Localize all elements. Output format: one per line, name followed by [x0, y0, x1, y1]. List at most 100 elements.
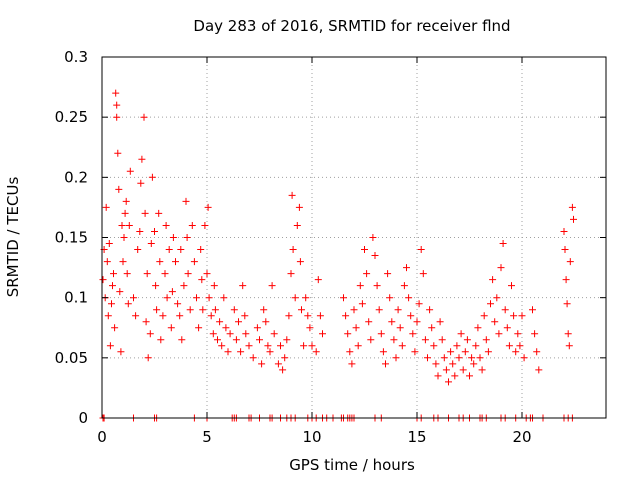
data-point [440, 354, 448, 362]
data-point [415, 300, 423, 308]
data-point [377, 330, 385, 338]
x-tick-label: 5 [202, 428, 212, 446]
data-point [140, 113, 148, 121]
data-point [182, 197, 190, 205]
data-point [421, 336, 429, 344]
data-point [352, 324, 360, 332]
data-point [270, 330, 278, 338]
data-point [474, 324, 482, 332]
data-point [354, 342, 362, 350]
data-point [312, 348, 320, 356]
data-point [103, 258, 111, 266]
data-point [274, 360, 282, 368]
data-point [195, 324, 203, 332]
data-point [319, 330, 326, 338]
data-point [384, 270, 392, 278]
data-point [205, 294, 213, 302]
data-point [514, 330, 522, 338]
data-point [108, 300, 115, 308]
data-point [405, 294, 413, 302]
data-point [348, 360, 356, 368]
data-point [122, 197, 130, 205]
data-point [455, 354, 463, 362]
data-point [209, 330, 217, 338]
data-point [453, 342, 461, 350]
data-point [157, 336, 165, 344]
data-point [198, 276, 206, 284]
data-point [114, 149, 122, 157]
data-point [561, 246, 569, 253]
data-point [104, 312, 112, 320]
data-point [99, 276, 107, 284]
data-point [472, 342, 480, 350]
data-point [249, 354, 257, 362]
data-point [316, 312, 324, 320]
data-point [394, 306, 402, 314]
data-point [491, 318, 499, 326]
data-point [289, 246, 297, 253]
data-point [314, 276, 322, 284]
data-point [535, 366, 543, 374]
data-point [426, 306, 434, 314]
data-point [193, 294, 200, 302]
data-point [256, 336, 263, 344]
data-point [262, 318, 270, 326]
data-point [565, 342, 573, 350]
data-point [148, 173, 156, 181]
data-point [516, 342, 524, 350]
data-point [279, 366, 287, 374]
data-point [161, 270, 169, 278]
data-point [457, 330, 465, 338]
data-point [147, 240, 155, 247]
data-point [235, 318, 242, 326]
data-point [487, 300, 494, 308]
data-point [566, 258, 574, 266]
data-point [451, 372, 459, 380]
data-point [138, 155, 146, 163]
data-point [531, 330, 539, 338]
data-point [153, 306, 161, 314]
data-point [501, 306, 509, 314]
data-point [172, 258, 179, 266]
data-point [165, 246, 173, 253]
data-point [123, 270, 131, 278]
data-point [174, 300, 182, 308]
data-point [434, 372, 442, 380]
data-point [113, 101, 121, 109]
x-tick-label: 10 [302, 428, 321, 446]
data-point [156, 258, 164, 266]
data-point [560, 228, 568, 235]
data-point [266, 348, 274, 356]
data-point [116, 288, 124, 296]
data-point [375, 306, 383, 314]
data-point [222, 324, 230, 332]
data-point [476, 354, 484, 362]
data-point [111, 324, 119, 332]
data-point [379, 348, 387, 356]
data-point [285, 312, 293, 320]
data-point [218, 342, 226, 350]
data-point [484, 348, 492, 356]
y-tick-label: 0.3 [64, 48, 88, 66]
data-point [141, 209, 149, 217]
data-point [109, 282, 116, 290]
data-point [268, 282, 276, 290]
data-point [105, 240, 113, 247]
data-point [288, 191, 296, 199]
data-point [482, 336, 490, 344]
data-point [264, 342, 272, 350]
data-point [162, 222, 170, 229]
data-point [563, 300, 571, 308]
x-tick-label: 15 [407, 428, 426, 446]
y-tick-label: 0.25 [55, 108, 88, 126]
data-point [365, 318, 373, 326]
data-point [358, 300, 366, 308]
data-point [207, 312, 215, 320]
data-point [445, 378, 452, 386]
data-point [461, 348, 469, 356]
y-tick-label: 0 [78, 409, 88, 427]
data-point [239, 282, 247, 290]
data-point [177, 246, 185, 253]
data-point [428, 324, 436, 332]
data-point [167, 324, 175, 332]
